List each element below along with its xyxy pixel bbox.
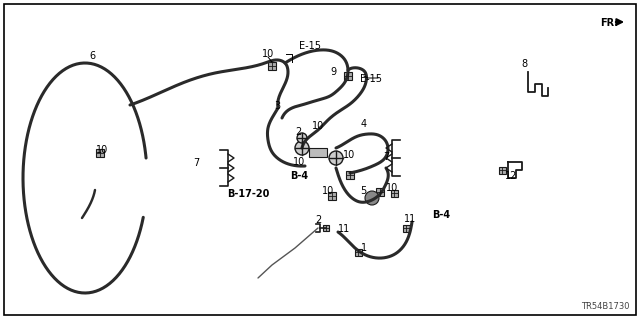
Text: 2: 2	[295, 127, 301, 137]
Bar	[376, 188, 384, 196]
Text: TR54B1730: TR54B1730	[582, 302, 630, 311]
Text: B-4: B-4	[290, 171, 308, 181]
Text: 2: 2	[315, 215, 321, 225]
Text: 10: 10	[96, 145, 108, 155]
Text: 11: 11	[338, 224, 350, 234]
Bar	[332, 154, 340, 162]
Text: 10: 10	[293, 157, 305, 167]
Bar	[298, 144, 306, 152]
Bar	[346, 171, 354, 179]
Text: 9: 9	[330, 67, 336, 77]
Text: 12: 12	[505, 171, 517, 181]
Bar	[344, 72, 352, 80]
Text: 10: 10	[322, 186, 334, 196]
Text: FR.: FR.	[600, 18, 618, 28]
Circle shape	[295, 141, 309, 155]
Text: E-15: E-15	[360, 74, 382, 84]
Bar	[323, 225, 329, 231]
Bar	[355, 249, 362, 256]
Text: E-15: E-15	[299, 41, 321, 51]
Text: 7: 7	[383, 152, 389, 162]
Bar	[309, 148, 327, 157]
Text: 5: 5	[360, 186, 366, 196]
Text: 10: 10	[343, 150, 355, 160]
Circle shape	[365, 191, 379, 205]
Text: 10: 10	[262, 49, 274, 59]
Text: 10: 10	[312, 121, 324, 131]
Text: 4: 4	[361, 119, 367, 129]
Circle shape	[329, 151, 343, 165]
Text: 3: 3	[274, 101, 280, 111]
Text: 7: 7	[193, 158, 199, 168]
Bar	[96, 149, 104, 157]
Text: B-4: B-4	[432, 210, 450, 220]
Bar	[328, 192, 336, 200]
Text: 11: 11	[404, 214, 416, 224]
Text: 10: 10	[386, 183, 398, 193]
Text: B-17-20: B-17-20	[227, 189, 269, 199]
Circle shape	[297, 133, 307, 143]
Text: 1: 1	[361, 243, 367, 253]
Bar	[403, 225, 410, 232]
Text: 8: 8	[521, 59, 527, 69]
Bar	[268, 62, 276, 70]
Text: 6: 6	[89, 51, 95, 61]
Bar	[499, 167, 506, 174]
Bar	[390, 189, 397, 197]
